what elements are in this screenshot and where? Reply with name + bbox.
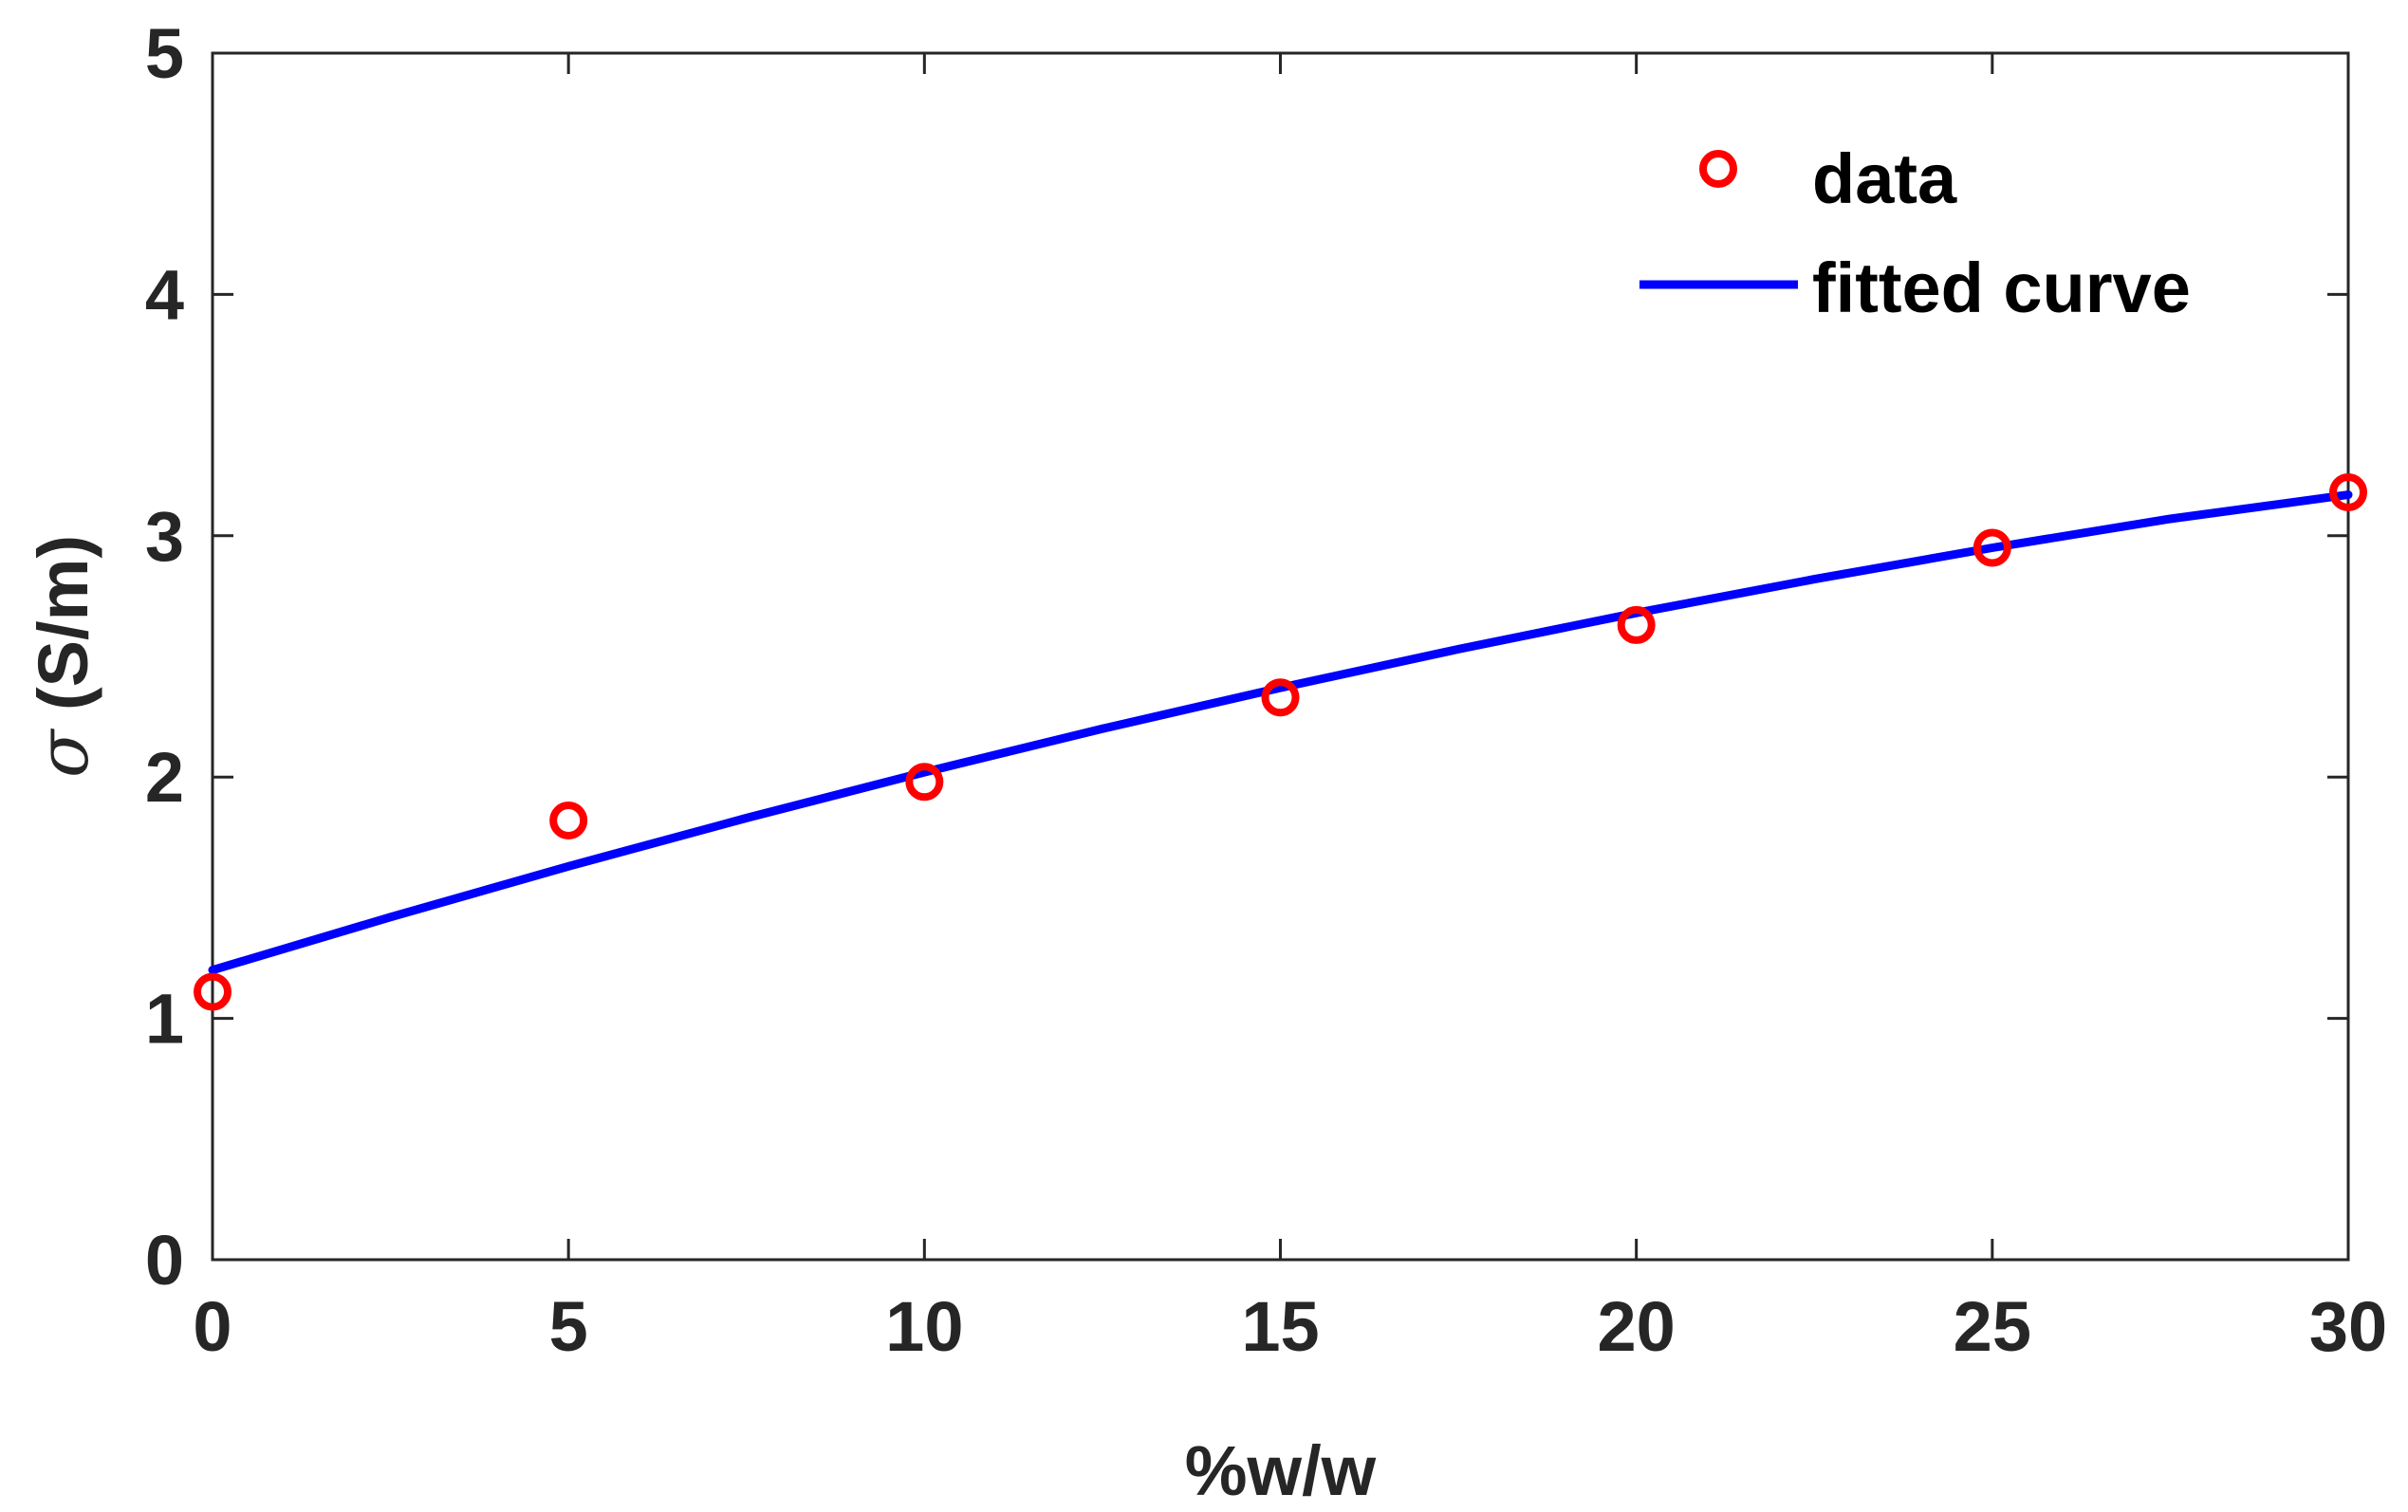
x-tick-label: 15 <box>1241 1287 1319 1366</box>
axis-ticks <box>211 51 2350 1262</box>
data-point <box>1973 528 2011 567</box>
y-axis-label-unit: (S/m) <box>24 535 102 730</box>
data-point <box>194 972 232 1011</box>
data-point <box>2329 473 2367 512</box>
x-axis-label: %w/w <box>1185 1431 1377 1510</box>
x-tick-label: 30 <box>2309 1287 2387 1366</box>
y-tick-labels: 0 1 2 3 4 5 <box>145 14 184 1300</box>
x-tick-label: 0 <box>193 1287 232 1366</box>
x-tick-labels: 0 5 10 15 20 25 30 <box>193 1287 2387 1366</box>
x-tick-label: 20 <box>1598 1287 1676 1366</box>
y-tick-label: 5 <box>145 14 184 93</box>
legend-marker-data <box>1699 150 1737 188</box>
x-tick-label: 25 <box>1954 1287 2031 1366</box>
fitted-curve-series <box>208 490 2353 975</box>
y-tick-label: 2 <box>145 738 184 817</box>
plot-area <box>194 51 2367 1262</box>
plot-frame <box>211 51 2350 1262</box>
fitted-curve-line <box>208 490 2353 975</box>
y-tick-label: 4 <box>145 255 184 334</box>
data-point <box>1617 605 1656 644</box>
y-tick-label: 3 <box>145 497 184 576</box>
legend: data fitted curve <box>1639 139 2191 327</box>
legend-label-fitted-curve: fitted curve <box>1812 249 2191 327</box>
legend-label-data: data <box>1812 139 1957 218</box>
y-axis-label-symbol: σ <box>23 728 104 778</box>
y-tick-label: 1 <box>145 980 184 1059</box>
data-point <box>905 763 944 802</box>
y-tick-label: 0 <box>145 1221 184 1300</box>
x-tick-label: 10 <box>885 1287 963 1366</box>
x-tick-label: 5 <box>549 1287 588 1366</box>
y-axis-label: σ (S/m) <box>23 535 104 778</box>
data-series <box>194 473 2367 1011</box>
data-point <box>1261 678 1300 717</box>
data-point <box>549 801 588 839</box>
